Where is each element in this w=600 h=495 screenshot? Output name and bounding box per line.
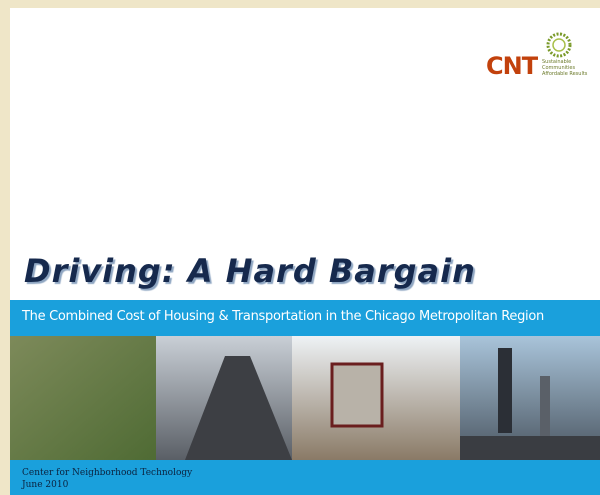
organization: Center for Neighborhood Technology (22, 468, 192, 478)
tower (498, 348, 512, 433)
photo-strip (10, 336, 600, 460)
train (332, 364, 382, 426)
date: June 2010 (22, 480, 68, 490)
cover-page: CNT Sustainable Communities Affordable R… (10, 8, 600, 495)
logo-text: CNT (486, 52, 537, 80)
tower (540, 376, 550, 436)
logo-ring (544, 30, 574, 60)
title: Driving: A Hard Bargain (24, 252, 476, 290)
photo-suburbs (10, 336, 156, 460)
subtitle: The Combined Cost of Housing & Transport… (22, 309, 544, 324)
footer-band: Center for Neighborhood Technology June … (10, 460, 600, 495)
logo: CNT Sustainable Communities Affordable R… (486, 30, 596, 80)
traffic (460, 436, 600, 460)
logo-tagline: Sustainable Communities Affordable Resul… (542, 59, 596, 77)
subtitle-band: The Combined Cost of Housing & Transport… (10, 300, 600, 336)
page-root: {"header": {"logo": "CNT", "logo_tagline… (0, 0, 600, 495)
